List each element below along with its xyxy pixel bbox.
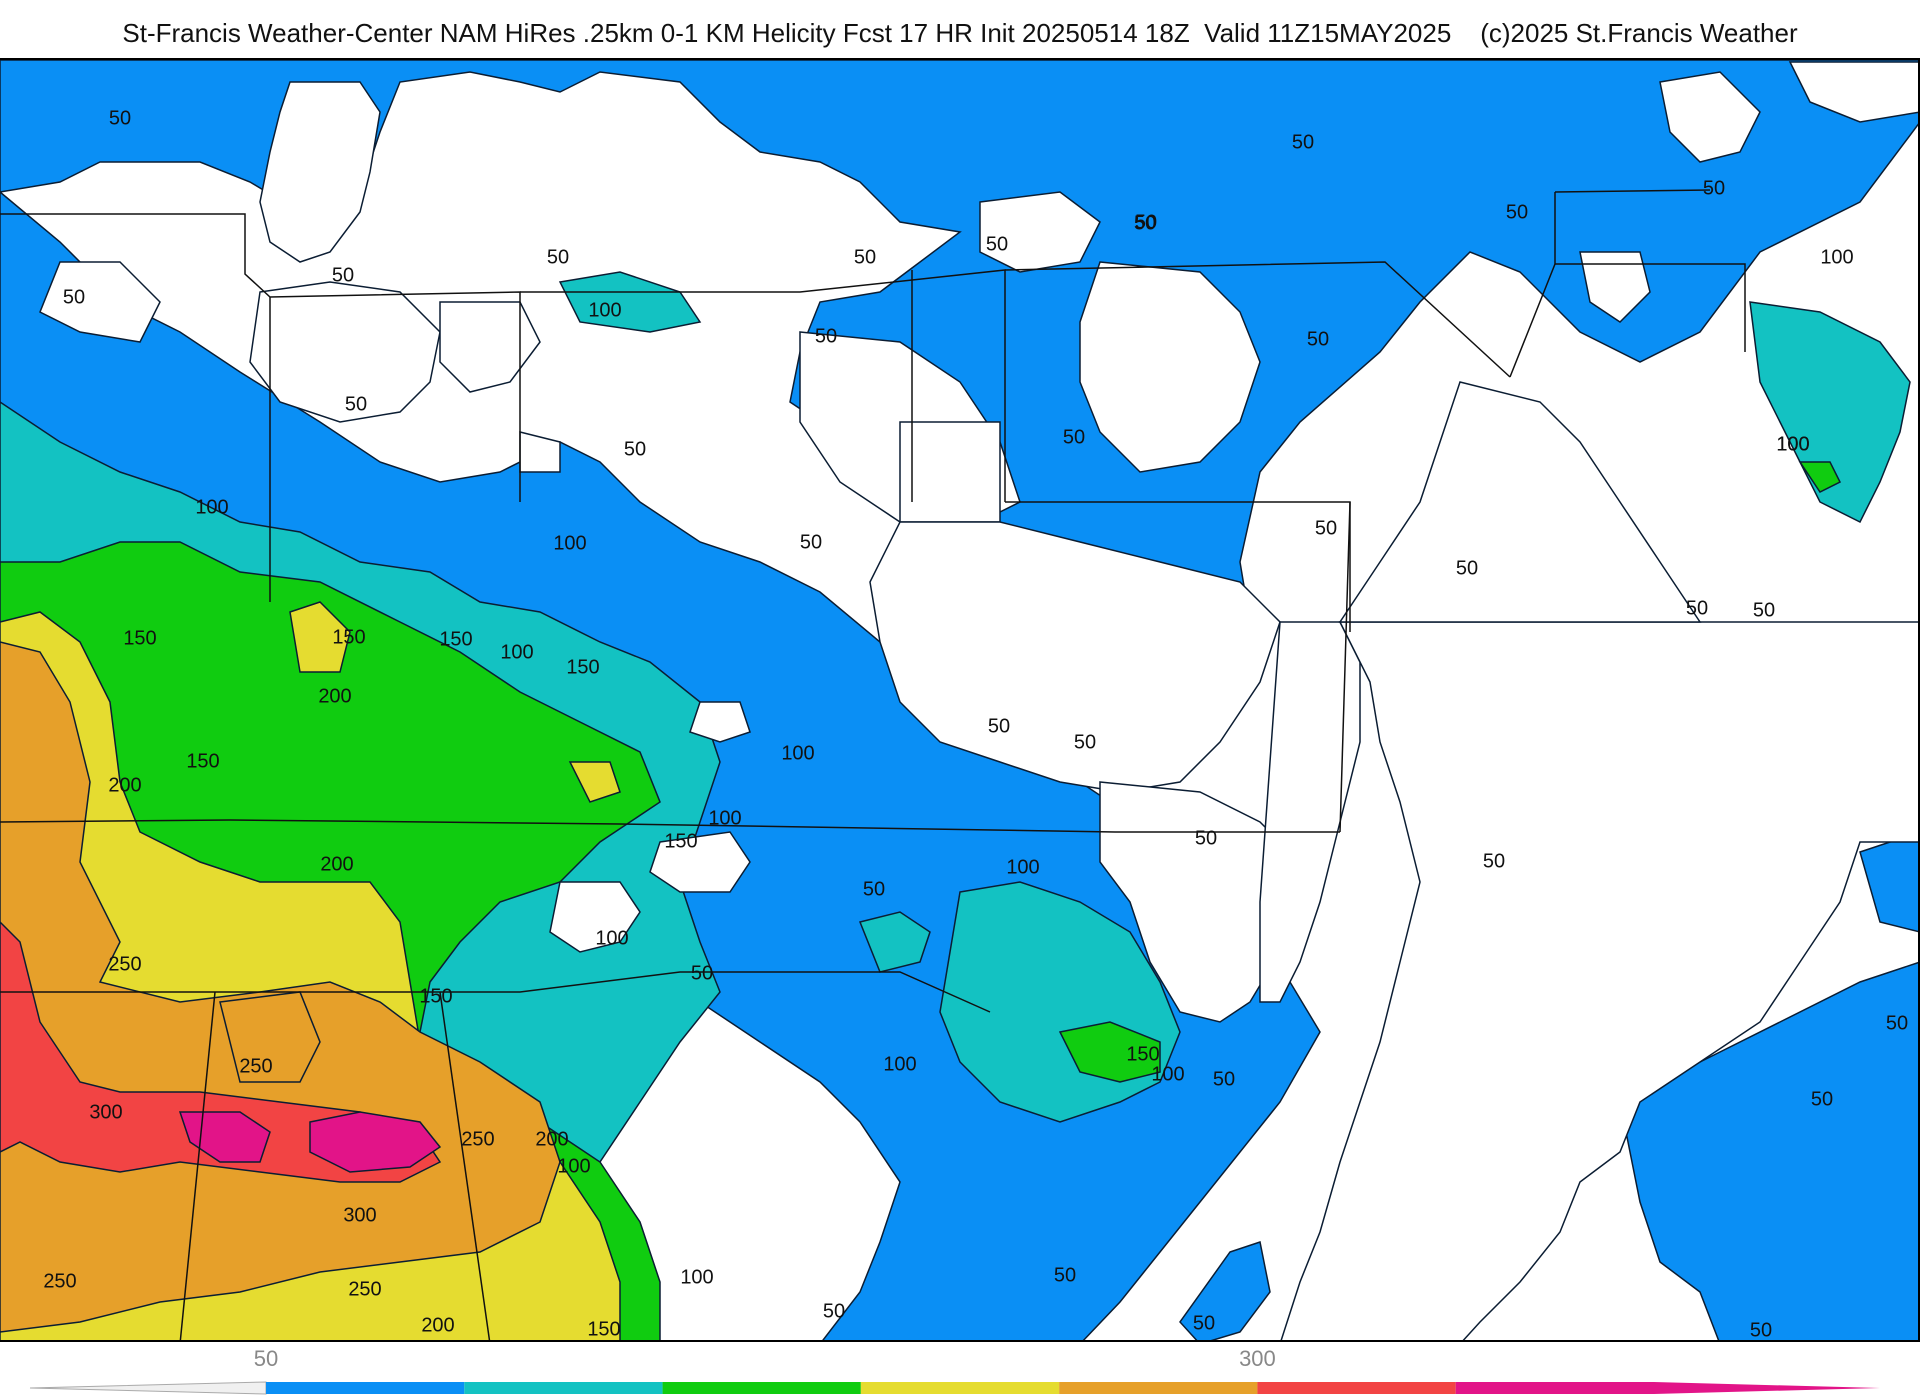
contour-label: 50 [1135,211,1157,233]
contour-label: 50 [986,233,1008,255]
contour-label: 250 [461,1128,494,1150]
contour-label: 150 [1126,1043,1159,1065]
contour-label: 100 [500,641,533,663]
contour-label: 100 [781,742,814,764]
contour-label: 50 [1315,517,1337,539]
contour-label: 50 [109,107,131,129]
contour-label: 200 [108,774,141,796]
contour-label: 50 [863,878,885,900]
contour-label: 50 [1193,1312,1215,1334]
contour-label: 50 [1886,1012,1908,1034]
contour-label: 100 [1776,433,1809,455]
contour-label: 100 [883,1053,916,1075]
contour-label: 100 [557,1155,590,1177]
contour-label: 150 [123,627,156,649]
contour-label: 150 [419,985,452,1007]
contour-label: 200 [421,1314,454,1336]
helicity-band-300-350 [0,920,442,1183]
state-boundaries [0,189,1746,1340]
contour-label: 200 [318,685,351,707]
contour-label: 100 [1151,1063,1184,1085]
contour-label: 250 [108,953,141,975]
contour-label: 50 [1753,599,1775,621]
contour-label: 150 [587,1318,620,1340]
colorbar [29,1381,1880,1395]
contour-label: 150 [566,656,599,678]
contour-label: 50 [1074,731,1096,753]
contour-label: 100 [553,532,586,554]
contour-label: 300 [89,1101,122,1123]
colorbar-tick-label: 300 [1239,1346,1276,1371]
contour-label: 50 [1456,557,1478,579]
contour-label: 50 [1703,177,1725,199]
colorbar-bin [860,1382,1060,1394]
colorbar-tick-label: 50 [253,1346,279,1371]
contour-label: 50 [1134,212,1156,234]
contour-label: 250 [348,1278,381,1300]
helicity-map: 50 50 50 50 50 50 50 50 50 50 50 50 50 50 50 50 50 50 50 50… [0,58,1920,1342]
contour-label: 150 [186,750,219,772]
colorbar-bin [1455,1382,1654,1394]
contour-label: 50 [800,531,822,553]
contour-label: 200 [535,1128,568,1150]
contour-label: 300 [343,1204,376,1226]
colorbar-bin [1257,1382,1456,1394]
contour-label: 50 [691,962,713,984]
map-canvas: 50 50 50 50 50 50 50 50 50 50 50 50 50 50 50 50 50 50 50 50… [0,60,1918,1341]
contour-label: 50 [1750,1319,1772,1341]
contour-label: 50 [988,715,1010,737]
contour-label: 250 [43,1270,76,1292]
contour-label: 200 [320,853,353,875]
contour-label: 50 [345,393,367,415]
contour-label: 100 [680,1266,713,1288]
contour-label: 50 [1307,328,1329,350]
contour-label: 50 [1063,426,1085,448]
contour-label: 100 [588,299,621,321]
colorbar-low-arrow [29,1381,267,1395]
contour-label: 250 [239,1055,272,1077]
contour-label: 50 [1811,1088,1833,1110]
contour-label: 50 [332,264,354,286]
page-title: St-Francis Weather-Center NAM HiRes .25k… [122,18,1798,48]
contour-label: 150 [439,628,472,650]
contour-label: 50 [1213,1068,1235,1090]
colorbar-bin [464,1382,663,1394]
colorbar-bin [662,1382,861,1394]
contour-label: 100 [595,927,628,949]
colorbar-bin [266,1382,465,1394]
contour-label: 50 [63,286,85,308]
colorbar-bins [266,1382,1654,1394]
contour-label: 50 [624,438,646,460]
contour-label: 100 [1820,246,1853,268]
contour-label: 50 [1506,201,1528,223]
contour-label: 100 [1776,433,1809,455]
contour-label: 50 [854,246,876,268]
contour-label: 100 [1006,856,1039,878]
contour-label: 50 [1686,597,1708,619]
helicity-below-50 [39,61,1918,1340]
colorbar-bin [1059,1382,1258,1394]
colorbar-high-arrow [1654,1382,1880,1394]
contour-label: 50 [1054,1264,1076,1286]
contour-label: 50 [815,325,837,347]
contour-label: 100 [708,807,741,829]
contour-label: 150 [332,626,365,648]
contour-label: 150 [664,830,697,852]
contour-labels: 50 50 50 50 50 50 50 50 50 50 50 50 50 50 50 50 50 50 50 50… [43,107,1908,1341]
contour-label: 50 [547,246,569,268]
contour-label: 50 [1483,850,1505,872]
contour-label: 100 [195,496,228,518]
contour-label: 50 [823,1300,845,1322]
contour-label: 50 [1292,131,1314,153]
contour-label: 50 [1195,827,1217,849]
